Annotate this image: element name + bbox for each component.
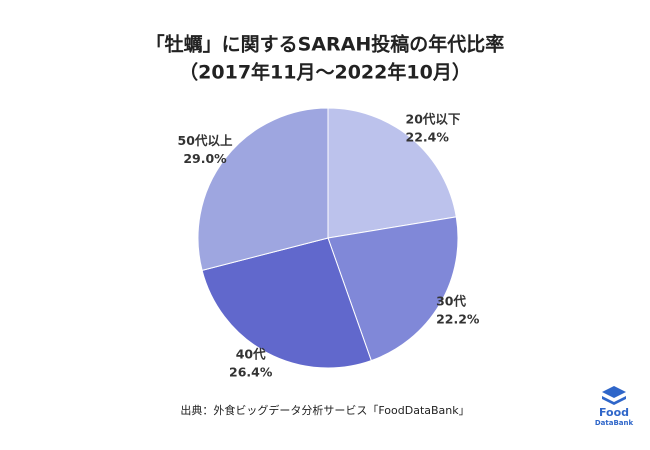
source: 出典：外食ビッグデータ分析サービス「FoodDataBank」 [180,403,469,417]
chart-title: 「牡蠣」に関するSARAH投稿の年代比率 [146,33,505,56]
logo-text: Food [599,406,629,419]
slice-label: 30代 [436,293,466,308]
chart-subtitle: （2017年11月〜2022年10月） [179,61,471,84]
pie-slice [327,216,459,362]
logo-text: DataBank [595,419,634,427]
pie-slice [201,237,372,369]
slice-value: 26.4% [229,365,273,380]
slice-value: 29.0% [183,151,227,166]
slice-label: 20代以下 [406,111,461,126]
logo-icon [602,396,626,405]
logo: Food DataBank [595,386,634,427]
slice-value: 22.2% [436,311,480,326]
logo-icon [602,386,626,398]
pie-slice [327,107,457,239]
slice-label: 50代以上 [178,133,233,148]
slice-label: 40代 [236,347,266,362]
slice-value: 22.4% [406,129,450,144]
pie-slice [197,107,329,271]
